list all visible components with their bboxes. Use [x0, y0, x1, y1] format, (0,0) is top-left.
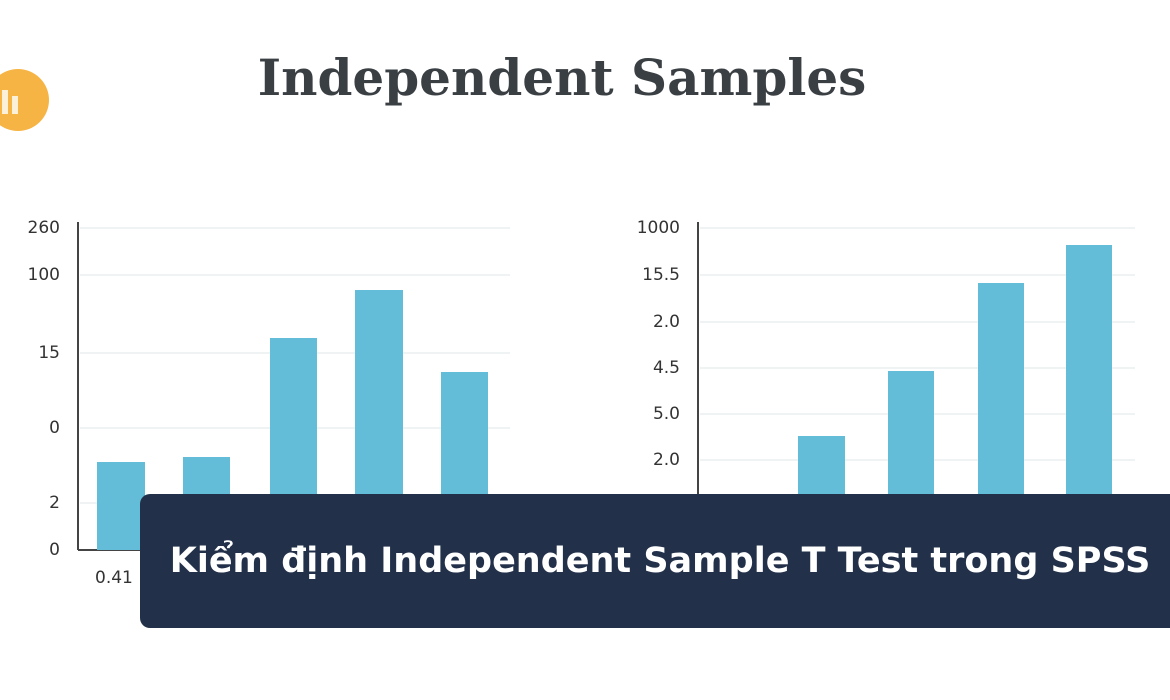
y-tick-label: 100: [28, 265, 60, 285]
y-tick-label: 2: [49, 493, 60, 513]
y-tick-label: 15.5: [642, 265, 680, 285]
y-tick-label: 0: [49, 540, 60, 560]
y-tick-label: 260: [28, 218, 60, 238]
y-tick-label: 4.5: [653, 358, 680, 378]
logo-icon: [2, 90, 8, 114]
y-tick-label: 2.0: [653, 450, 680, 470]
caption-box: [140, 494, 1170, 628]
logo: [0, 69, 49, 131]
y-tick-label: 2.0: [653, 312, 680, 332]
logo-icon: [12, 96, 18, 114]
y-tick-label: 5.0: [653, 404, 680, 424]
title: Independent Samples: [258, 48, 867, 107]
y-tick-label: 15: [38, 343, 60, 363]
bar: [97, 462, 145, 550]
x-tick-label: 0.41: [95, 568, 133, 588]
y-tick-label: 1000: [637, 218, 680, 238]
caption: Kiểm định Independent Sample T Test tron…: [170, 539, 1151, 581]
y-tick-label: 0: [49, 418, 60, 438]
